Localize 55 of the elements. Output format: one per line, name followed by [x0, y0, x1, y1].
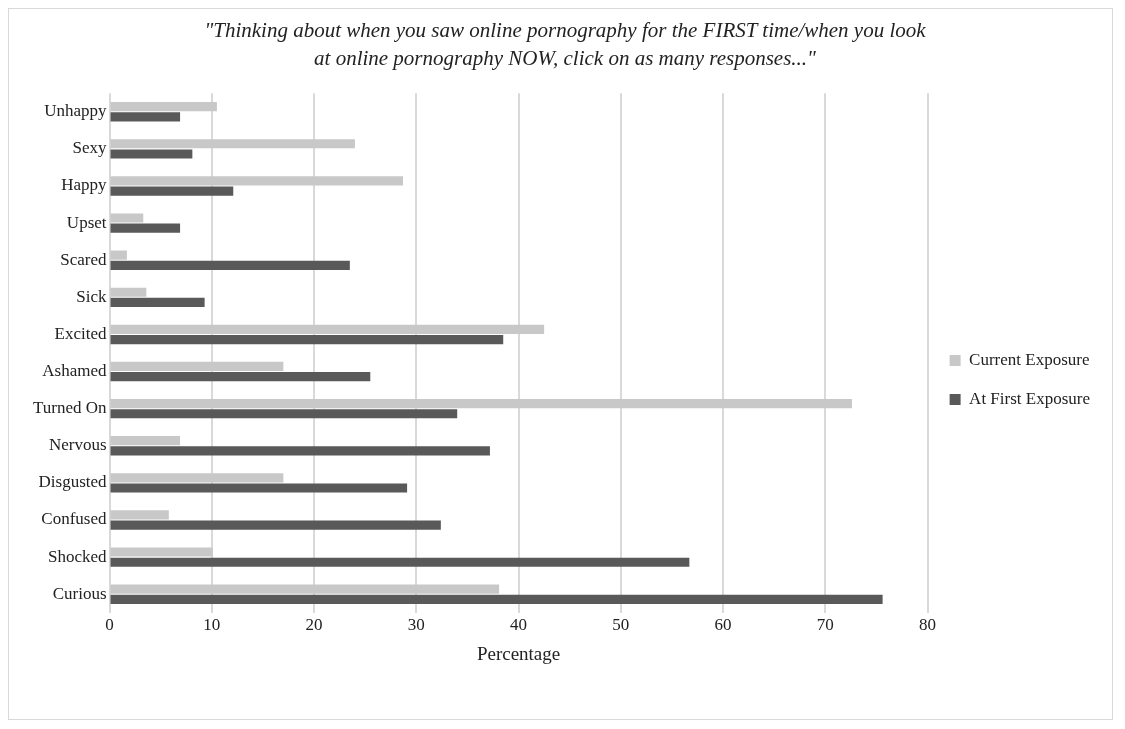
x-tick-label: 30: [407, 615, 425, 635]
x-tick-label: 70: [816, 615, 834, 635]
y-tick-label: Happy: [61, 175, 108, 195]
bar: [110, 223, 181, 233]
x-tick-label: 0: [105, 615, 114, 635]
y-tick-label: Excited: [54, 323, 108, 343]
bar: [110, 250, 127, 260]
y-tick-label: Curious: [52, 583, 107, 603]
bar: [110, 436, 181, 446]
x-tick-label: 50: [612, 615, 630, 635]
y-tick-label: Confused: [41, 509, 108, 529]
x-tick-label: 60: [714, 615, 732, 635]
y-tick-label: Disgusted: [38, 472, 108, 492]
x-axis-title: Percentage: [476, 642, 561, 664]
x-tick-label: 80: [919, 615, 937, 635]
y-tick-label: Scared: [60, 249, 108, 269]
bar: [110, 139, 355, 149]
bar: [110, 446, 490, 456]
bar: [110, 213, 144, 223]
bar: [110, 260, 350, 270]
y-tick-label: Upset: [66, 212, 107, 232]
x-tick-label: 10: [203, 615, 221, 635]
y-tick-label: Unhappy: [44, 101, 108, 121]
y-tick-label: Turned On: [32, 398, 108, 418]
bar: [110, 149, 193, 159]
bar: [110, 547, 213, 557]
y-tick-label: Shocked: [47, 546, 108, 566]
bar: [110, 510, 169, 520]
bar: [110, 324, 545, 334]
chart-title: "Thinking about when you saw online pornography for the FIRST time/when you look at online pornography NOW, click on as many responses...": [203, 17, 927, 72]
bar: [110, 398, 852, 409]
legend-label: Current Exposure: [969, 349, 1090, 369]
bar: [110, 176, 404, 186]
bar: [110, 372, 371, 382]
y-tick-label: Nervous: [48, 435, 107, 455]
y-tick-label: Sexy: [72, 138, 108, 158]
x-tick-label: 20: [305, 615, 323, 635]
bar: [110, 102, 217, 112]
bar: [110, 409, 458, 419]
bar: [110, 473, 284, 483]
y-tick-label: Sick: [76, 286, 108, 306]
bar: [110, 594, 883, 604]
x-tick-label: 40: [510, 615, 528, 635]
bar: [110, 584, 500, 594]
bar: [110, 361, 284, 372]
bar: [110, 334, 504, 345]
bar: [110, 297, 205, 308]
y-tick-label: Ashamed: [42, 361, 108, 381]
bar: [110, 186, 234, 196]
bar: [110, 483, 408, 493]
bar: [110, 287, 147, 297]
bar: [110, 520, 441, 530]
legend-label: At First Exposure: [969, 388, 1091, 408]
bar: [110, 112, 181, 122]
bar: [110, 557, 690, 567]
